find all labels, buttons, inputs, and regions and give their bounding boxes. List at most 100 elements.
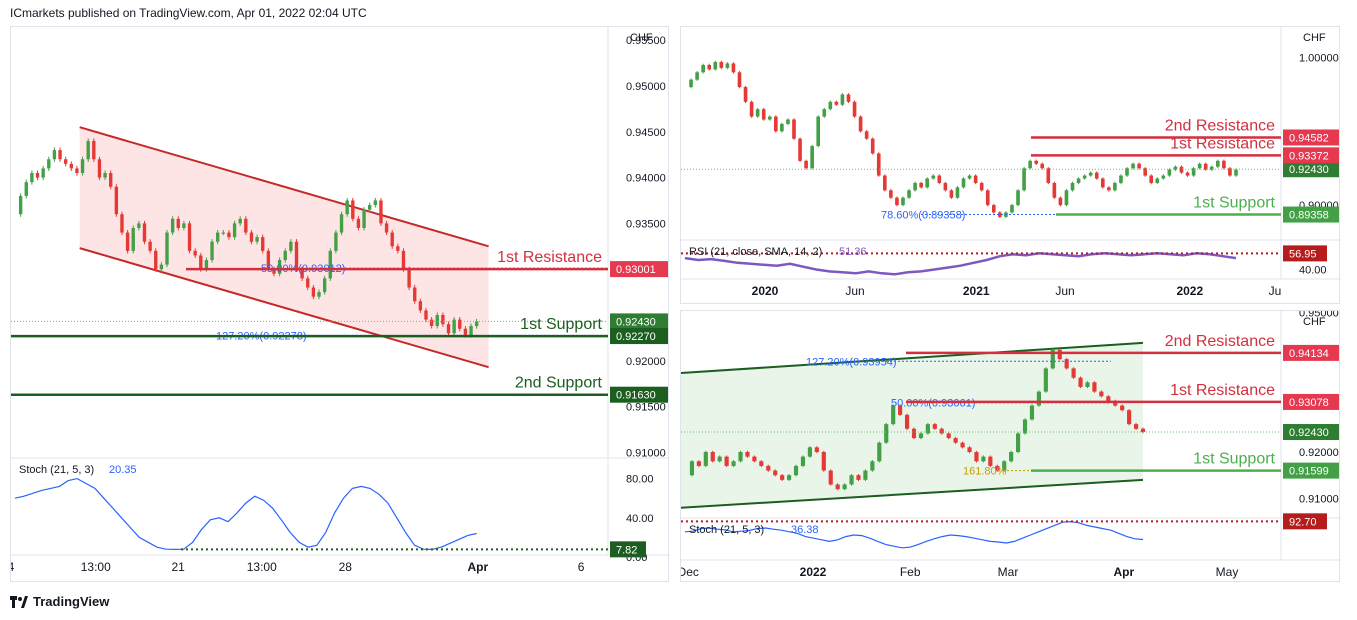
chart-panel-bottom-right[interactable]: CHF 0.95000 0.92000 0.91000 Dec 2022 Feb Mar Apr… (678, 308, 1341, 583)
chart-panel-left[interactable]: CHF 0.95500 0.95000 0.94500 0.94000 0.93500 0.… (8, 26, 670, 583)
candle-body (946, 433, 951, 439)
candle-body (1137, 163, 1141, 169)
candle-body (755, 109, 760, 117)
indicator-level-tag-bg (1283, 245, 1327, 262)
candle-body (193, 250, 197, 256)
candle-body (925, 424, 930, 434)
candle-body (1029, 405, 1035, 420)
candle-body (901, 197, 905, 206)
candle-body (961, 178, 966, 188)
candle-body (458, 319, 462, 329)
candle-body (918, 433, 924, 439)
candle-body (821, 451, 826, 471)
candle-body (877, 442, 882, 462)
indicator-level-tag: 7.82 (616, 544, 637, 556)
candle-body (86, 140, 90, 160)
candle-body (985, 190, 990, 206)
candle-body (889, 190, 893, 198)
level-tag-bg (1283, 344, 1339, 361)
channel-fill (79, 127, 489, 368)
channel-upper-line (680, 341, 1144, 375)
candle-body (955, 187, 960, 198)
candle-body (919, 182, 923, 188)
tradingview-logo-icon (10, 595, 28, 608)
candle-body (738, 451, 743, 462)
candle-body (176, 218, 180, 228)
candle-body (1113, 400, 1118, 406)
candle-body (283, 250, 287, 261)
candle-body (1155, 178, 1160, 183)
candle-body (1076, 178, 1081, 183)
indicator-name: RSI (21, close, SMA, 14, 2) (689, 246, 822, 258)
candle-body (1088, 172, 1093, 176)
x-tick-label: Feb (900, 565, 921, 579)
candle-body (974, 451, 979, 462)
candle-body (907, 190, 911, 198)
level-tag-bg (1283, 393, 1339, 410)
candle-body (1043, 368, 1048, 392)
x-tick-label: 2021 (963, 284, 990, 298)
candle-body (474, 321, 479, 326)
candle-body (960, 442, 965, 448)
candle-body (120, 214, 124, 233)
y-tick-label: 0.95000 (1299, 311, 1339, 320)
candle-body (1222, 160, 1226, 169)
candle-body (1028, 160, 1032, 169)
candle-body (35, 173, 40, 178)
chart-panel-top-right[interactable]: CHF 1.00000 0.90000 40.00 2020 Jun 2021 Jun 2022… (680, 26, 1341, 305)
x-tick-label: Mar (998, 565, 1019, 579)
fib-label: 127.20%(0.93954) (806, 356, 897, 368)
candle-body (103, 173, 107, 178)
candle-body (1216, 160, 1220, 167)
x-tick-label: 28 (339, 560, 353, 574)
candle-body (1022, 419, 1028, 434)
level-tag-bg (610, 386, 668, 403)
candle-body (1107, 187, 1111, 191)
candle-body (695, 72, 699, 80)
candle-body (1127, 410, 1132, 425)
candle-body (261, 237, 265, 251)
candle-body (1002, 461, 1007, 471)
candle-body (446, 324, 451, 334)
level-tag-bg (1283, 462, 1339, 479)
candle-body (1099, 391, 1104, 397)
candle-body (1085, 382, 1090, 387)
candle-body (311, 287, 316, 297)
candle-body (1052, 182, 1057, 198)
candle-body (47, 159, 51, 169)
fib-label: 78.60%(0.89358) (881, 210, 965, 222)
candle-body (828, 470, 833, 485)
candle-body (317, 292, 321, 297)
indicator-level-tag-bg (1283, 513, 1327, 530)
candle-body (998, 212, 1002, 217)
indicator-y-tick-label: 40.00 (626, 513, 654, 525)
candle-body (401, 250, 406, 270)
candle-body (131, 227, 135, 251)
candle-body (334, 232, 338, 251)
candle-body (856, 475, 861, 480)
level-tag: 0.92270 (616, 331, 656, 343)
candle-body (1092, 382, 1097, 392)
y-tick-label: 0.91000 (626, 447, 666, 459)
candle-body (41, 168, 45, 178)
candle-body (187, 223, 192, 251)
candle-body (804, 160, 808, 169)
current-price-tag-bg (1283, 424, 1339, 441)
y-tick-label: 0.91000 (1299, 493, 1339, 505)
x-tick-label: Jun (1055, 284, 1074, 298)
candle-body (1167, 169, 1172, 176)
tradingview-footer[interactable]: TradingView (10, 594, 109, 609)
candle-body (1140, 428, 1146, 433)
candle-body (1119, 175, 1123, 183)
candle-body (710, 451, 715, 462)
candle-body (1161, 175, 1166, 179)
candle-body (1040, 163, 1045, 169)
candle-body (1133, 424, 1139, 429)
candle-body (114, 186, 119, 215)
candle-body (822, 109, 827, 117)
x-tick-label: 6 (578, 560, 585, 574)
candle-body (210, 241, 214, 261)
